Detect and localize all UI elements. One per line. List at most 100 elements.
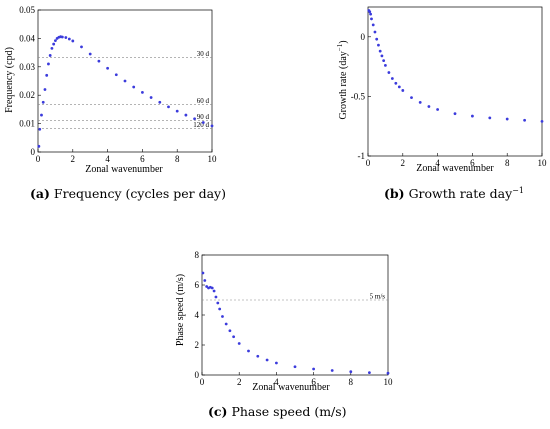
data-point: [224, 322, 228, 326]
caption-b-tag: (b): [384, 186, 405, 202]
data-point: [488, 116, 492, 120]
data-point: [265, 358, 269, 362]
growth-rate-chart: 0 2 4 6 8 10 -1 -0.5 0 Zonal wavenumber Growth r…: [336, 6, 547, 174]
data-point: [371, 23, 375, 27]
data-point: [368, 371, 371, 374]
data-point: [436, 108, 439, 111]
data-point: [369, 12, 373, 16]
caption-a-text: Frequency (cycles per day): [53, 186, 226, 201]
y-axis-label-tail: ): [338, 40, 349, 43]
y-tick-label: 0.02: [19, 90, 35, 100]
data-point: [330, 369, 334, 372]
data-point: [471, 114, 474, 118]
y-tick-label: 0: [361, 32, 366, 42]
data-point: [216, 301, 220, 305]
x-tick-label: 2: [401, 158, 406, 168]
data-point: [228, 329, 232, 333]
reference-line-label: 30 d: [197, 50, 210, 58]
y-tick-label: 8: [195, 250, 200, 260]
y-tick-label: 0.01: [19, 119, 35, 129]
data-point: [212, 289, 216, 293]
caption-b: (b) Growth rate day−1: [384, 186, 524, 201]
data-point: [384, 64, 387, 67]
caption-c: (c) Phase speed (m/s): [208, 404, 347, 419]
data-point: [80, 45, 83, 49]
caption-a-tag: (a): [30, 186, 50, 201]
x-axis-label: Zonal wavenumber: [416, 163, 494, 174]
data-point: [203, 279, 207, 282]
y-tick-label: 6: [195, 280, 200, 290]
data-point: [52, 42, 56, 46]
data-point: [293, 365, 297, 369]
data-point: [47, 62, 50, 66]
x-tick-label: 4: [105, 154, 110, 164]
plot-frame: [37, 9, 213, 153]
x-tick-label: 4: [435, 158, 440, 168]
data-point: [210, 124, 214, 128]
data-point: [373, 30, 377, 34]
data-point: [106, 66, 109, 70]
data-point: [201, 121, 205, 124]
data-point: [387, 71, 391, 74]
y-tick-label: 4: [195, 310, 200, 320]
reference-line-label: 5 m/s: [370, 293, 386, 301]
x-tick-label: 6: [470, 158, 475, 168]
data-point: [201, 271, 205, 275]
x-tick-label: 8: [175, 154, 180, 164]
y-axis-label: Phase speed (m/s): [175, 274, 186, 346]
data-point: [312, 367, 315, 371]
data-point: [71, 39, 75, 43]
x-tick-label: 0: [200, 377, 205, 387]
x-tick-label: 10: [384, 377, 394, 387]
y-tick-label: 0: [31, 147, 36, 157]
caption-a: (a) Frequency (cycles per day): [30, 186, 226, 201]
y-tick-label: -0.5: [351, 91, 366, 101]
data-point: [256, 354, 260, 358]
data-point: [410, 96, 413, 99]
data-point: [67, 37, 71, 41]
caption-c-tag: (c): [208, 404, 228, 419]
data-point: [349, 370, 353, 374]
data-point: [123, 79, 127, 83]
data-point: [193, 117, 197, 121]
x-tick-label: 6: [311, 377, 316, 387]
x-tick-label: 10: [208, 154, 218, 164]
x-tick-label: 4: [274, 377, 279, 387]
data-point: [232, 335, 236, 339]
data-point: [394, 81, 398, 85]
data-point: [175, 109, 179, 113]
y-tick-label: 0: [195, 370, 200, 380]
x-tick-label: 8: [505, 158, 510, 168]
data-point: [64, 36, 68, 39]
data-point: [158, 100, 162, 104]
x-tick-label: 2: [237, 377, 242, 387]
data-point: [45, 73, 49, 77]
data-point: [540, 120, 544, 123]
data-point: [88, 52, 92, 56]
data-point: [247, 349, 250, 353]
plot-frame: [367, 6, 543, 157]
x-tick-label: 0: [366, 158, 371, 168]
caption-b-text: Growth rate day: [408, 186, 513, 202]
x-axis-label: Zonal wavenumber: [252, 382, 330, 393]
data-point: [60, 35, 64, 39]
y-tick-label: 0.05: [19, 5, 35, 15]
data-point: [149, 96, 153, 99]
data-point: [377, 43, 380, 47]
y-axis-label-sup: −1: [336, 43, 344, 51]
data-point: [132, 85, 136, 89]
y-axis-label: Frequency (cpd): [4, 47, 15, 113]
data-point: [505, 117, 509, 121]
data-point: [41, 100, 45, 104]
plot-frame: [201, 254, 389, 376]
data-point: [37, 144, 41, 148]
data-point: [48, 54, 52, 57]
data-point: [375, 37, 379, 41]
y-axis-label: Growth rate (day−1): [336, 40, 349, 119]
data-point: [97, 59, 101, 63]
x-tick-label: 6: [140, 154, 145, 164]
x-tick-label: 2: [71, 154, 76, 164]
data-point: [397, 85, 401, 89]
data-point: [205, 285, 209, 288]
data-point: [214, 295, 218, 299]
